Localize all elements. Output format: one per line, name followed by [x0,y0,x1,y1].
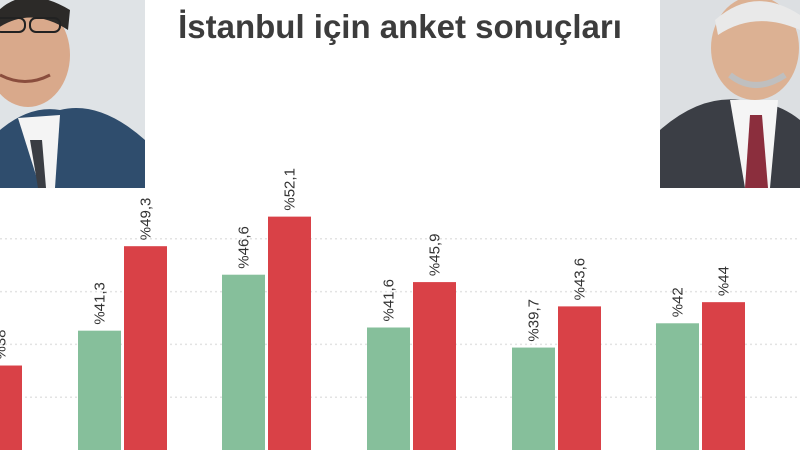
chart-title: İstanbul için anket sonuçları [178,8,622,45]
bar-series-2-4 [413,282,456,450]
bar-series-2-2 [124,246,167,450]
candidate-photo-right [660,0,800,188]
data-label: %46,6 [236,226,253,269]
bar-series-2-6 [702,302,745,450]
bar-series-1-5 [512,347,555,450]
bar-series-2-5 [558,306,601,450]
bar-series-2-1 [0,365,22,450]
bar-series-1-4 [367,327,410,450]
data-label: %44 [716,266,733,296]
data-label: %43,6 [572,258,589,301]
bar-series-1-6 [656,323,699,450]
data-label: %52,1 [282,168,299,211]
data-label: %39,7 [526,299,543,342]
data-label: %41,3 [92,282,109,325]
data-label: %42 [670,287,687,317]
bar-series-1-3 [222,274,265,450]
data-label: %41,6 [381,279,398,322]
data-label: %45,9 [427,234,444,277]
data-label: %38 [0,329,10,359]
bar-series-1-2 [78,330,121,450]
data-label: %49,3 [138,198,155,241]
bar-series-2-3 [268,216,311,450]
candidate-photo-left [0,0,145,188]
